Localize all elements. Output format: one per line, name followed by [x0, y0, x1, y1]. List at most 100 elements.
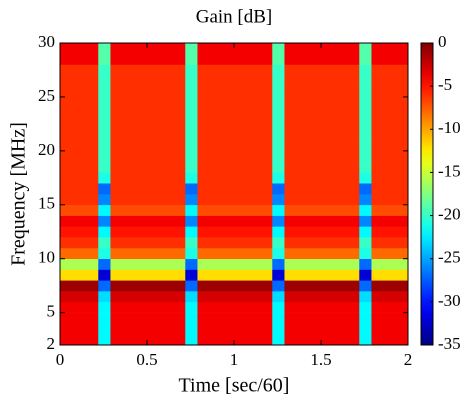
heatmap-cell	[272, 107, 285, 119]
colorbar-tick-label: -25	[438, 248, 461, 267]
heatmap-cell	[98, 64, 111, 76]
heatmap-cell	[110, 140, 186, 152]
heatmap-cell	[359, 237, 372, 249]
heatmap-cell	[110, 215, 186, 227]
heatmap-cell	[98, 75, 111, 87]
heatmap-cell	[185, 107, 198, 119]
heatmap-cell	[371, 247, 409, 260]
colorbar-tick-label: -35	[438, 334, 461, 353]
heatmap-cell	[272, 301, 285, 313]
heatmap-cell	[60, 96, 99, 109]
heatmap-cell	[197, 323, 273, 335]
heatmap-cell	[110, 107, 186, 119]
x-tick-label: 0.5	[136, 350, 157, 369]
heatmap-cell	[185, 258, 198, 270]
heatmap-cell	[60, 75, 99, 87]
heatmap-cell	[197, 64, 273, 76]
heatmap-cell	[284, 258, 360, 270]
heatmap-cell	[98, 312, 111, 324]
y-tick-label: 25	[38, 86, 55, 105]
x-tick-label: 2	[404, 350, 413, 369]
heatmap-cell	[197, 172, 273, 184]
heatmap-cell	[272, 150, 285, 162]
heatmap-cell	[60, 86, 99, 98]
heatmap-cell	[185, 334, 198, 346]
heatmap-cell	[60, 194, 99, 206]
heatmap-cell	[371, 237, 409, 249]
heatmap-cell	[60, 226, 99, 238]
y-tick-label: 30	[38, 32, 55, 51]
heatmap-cell	[272, 194, 285, 206]
heatmap-cell	[185, 96, 198, 109]
heatmap-cell	[185, 226, 198, 238]
heatmap-cell	[60, 323, 99, 335]
heatmap-cell	[98, 269, 111, 281]
heatmap-cell	[284, 280, 360, 292]
heatmap-cell	[98, 323, 111, 335]
heatmap	[60, 43, 409, 346]
heatmap-cell	[359, 43, 372, 55]
heatmap-cell	[98, 150, 111, 162]
heatmap-cell	[284, 312, 360, 324]
heatmap-cell	[284, 53, 360, 65]
heatmap-cell	[359, 64, 372, 76]
heatmap-cell	[110, 323, 186, 335]
heatmap-cell	[98, 226, 111, 238]
heatmap-cell	[272, 226, 285, 238]
heatmap-cell	[359, 150, 372, 162]
heatmap-cell	[60, 312, 99, 324]
heatmap-cell	[110, 258, 186, 270]
heatmap-cell	[284, 75, 360, 87]
heatmap-cell	[110, 226, 186, 238]
heatmap-cell	[371, 86, 409, 98]
heatmap-cell	[284, 334, 360, 346]
heatmap-cell	[272, 43, 285, 55]
heatmap-cell	[371, 150, 409, 162]
colorbar	[420, 42, 434, 346]
heatmap-cell	[359, 280, 372, 292]
heatmap-cell	[185, 53, 198, 65]
colorbar-tick-label: -30	[438, 291, 461, 310]
heatmap-cell	[371, 323, 409, 335]
heatmap-cell	[197, 204, 273, 216]
heatmap-cell	[110, 172, 186, 184]
heatmap-cell	[197, 53, 273, 65]
heatmap-cell	[359, 226, 372, 238]
heatmap-cell	[272, 129, 285, 141]
heatmap-cell	[110, 194, 186, 206]
heatmap-cell	[359, 161, 372, 173]
heatmap-cell	[185, 161, 198, 173]
heatmap-cell	[110, 86, 186, 98]
heatmap-cell	[110, 237, 186, 249]
heatmap-cell	[185, 237, 198, 249]
heatmap-cell	[371, 215, 409, 227]
heatmap-cell	[110, 334, 186, 346]
heatmap-cell	[60, 64, 99, 76]
heatmap-cell	[359, 334, 372, 346]
heatmap-cell	[185, 194, 198, 206]
heatmap-cell	[110, 247, 186, 260]
y-tick-label: 5	[47, 302, 56, 321]
heatmap-cell	[284, 129, 360, 141]
x-tick-label: 0	[56, 350, 65, 369]
heatmap-cell	[359, 183, 372, 195]
heatmap-cell	[185, 204, 198, 216]
heatmap-cell	[197, 247, 273, 260]
heatmap-cell	[98, 237, 111, 249]
x-tick-label: 1	[230, 350, 239, 369]
heatmap-cell	[98, 161, 111, 173]
heatmap-cell	[110, 53, 186, 65]
heatmap-cell	[284, 194, 360, 206]
heatmap-cell	[284, 269, 360, 281]
heatmap-cell	[371, 129, 409, 141]
heatmap-cell	[272, 291, 285, 303]
heatmap-cell	[98, 183, 111, 195]
heatmap-cell	[98, 53, 111, 65]
heatmap-cell	[284, 118, 360, 130]
heatmap-cell	[197, 118, 273, 130]
heatmap-cell	[197, 183, 273, 195]
colorbar-tick-label: -20	[438, 204, 461, 223]
heatmap-cell	[284, 86, 360, 98]
heatmap-cell	[98, 204, 111, 216]
heatmap-cell	[197, 150, 273, 162]
